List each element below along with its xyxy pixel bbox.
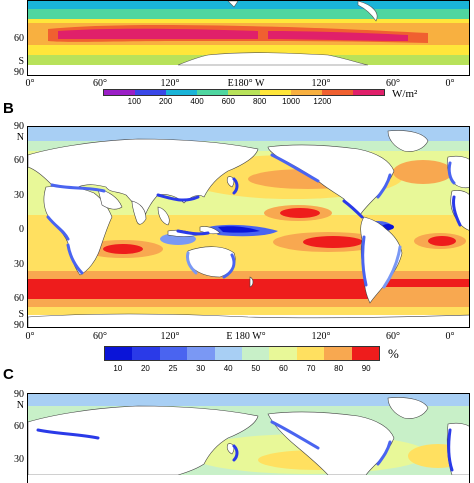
panel-b-letter: B (3, 100, 14, 117)
panel-b-colorbar (104, 346, 380, 361)
colorbar-swatch (352, 90, 384, 95)
colorbar-swatch (197, 90, 229, 95)
panel-b-lon-label: 120° (160, 331, 180, 342)
colorbar-swatch (321, 90, 353, 95)
panel-a-lon-label: 60° (93, 78, 107, 89)
panel-b-lat-label: 30 (14, 190, 24, 201)
panel-a-map (27, 0, 470, 76)
colorbar-swatch (228, 90, 260, 95)
panel-b-lat-label: 90 (14, 320, 24, 331)
panel-a-lon-label: 0° (445, 78, 455, 89)
colorbar-swatch (132, 347, 160, 360)
panel-c-lat-label: 60 (14, 421, 24, 432)
colorbar-tick-label: 60 (278, 364, 288, 373)
colorbar-swatch (104, 90, 136, 95)
panel-c-lat-label: 30 (14, 454, 24, 465)
panel-a-lat-label: 60 (14, 33, 24, 44)
panel-b-lat-label: 60 (14, 293, 24, 304)
panel-b-lon-label: 120° (311, 331, 331, 342)
panel-c-lat-label: 90 (14, 389, 24, 400)
colorbar-swatch (187, 347, 215, 360)
colorbar-tick-label: 25 (168, 364, 178, 373)
panel-a-lon-label: 0° (25, 78, 35, 89)
panel-b-lon-label: 0° (25, 331, 35, 342)
panel-b-lon-label: 60° (386, 331, 400, 342)
colorbar-tick-label: 70 (306, 364, 316, 373)
panel-b-lat-label: 0 (19, 224, 24, 235)
colorbar-swatch (296, 347, 325, 360)
colorbar-swatch (105, 347, 133, 360)
colorbar-tick-label: 1000 (282, 97, 300, 106)
colorbar-tick-label: 80 (334, 364, 344, 373)
panel-a-colorbar-unit: W/m² (392, 88, 418, 100)
colorbar-swatch (242, 347, 270, 360)
colorbar-swatch (159, 347, 188, 360)
colorbar-swatch (214, 347, 243, 360)
panel-c-lat-label: N (16, 400, 24, 411)
colorbar-swatch (324, 347, 352, 360)
panel-a-heatmap (28, 1, 469, 75)
colorbar-tick-label: 30 (196, 364, 206, 373)
panel-a-lon-label: 120° (160, 78, 180, 89)
panel-b-colorbar-unit: % (388, 346, 399, 361)
panel-b-lat-label: 90 (14, 121, 24, 132)
panel-b-lat-label: 30 (14, 259, 24, 270)
panel-b-lat-label: S (18, 309, 24, 320)
colorbar-swatch (135, 90, 167, 95)
colorbar-tick-label: 100 (127, 97, 141, 106)
panel-b-lat-label: N (16, 132, 24, 143)
colorbar-tick-label: 20 (140, 364, 150, 373)
panel-a-lat-label: S (18, 56, 24, 67)
colorbar-tick-label: 40 (223, 364, 233, 373)
panel-c-heatmap (28, 394, 469, 476)
panel-a-colorbar (103, 89, 385, 96)
colorbar-tick-label: 600 (221, 97, 235, 106)
colorbar-tick-label: 400 (190, 97, 204, 106)
colorbar-tick-label: 10 (113, 364, 123, 373)
colorbar-tick-label: 200 (158, 97, 173, 106)
panel-b-lon-label: E 180 W° (226, 331, 266, 342)
panel-b-map (27, 126, 470, 328)
colorbar-tick-label: 90 (361, 364, 371, 373)
colorbar-swatch (290, 90, 322, 95)
panel-b-heatmap (28, 127, 469, 327)
colorbar-tick-label: 50 (251, 364, 261, 373)
panel-a-lat-label: 90 (14, 67, 24, 78)
colorbar-swatch (166, 90, 198, 95)
panel-c-letter: C (3, 366, 14, 383)
panel-c-map (27, 393, 470, 483)
panel-a-lon-label: 120° (311, 78, 331, 89)
panel-b-lat-label: 60 (14, 155, 24, 166)
colorbar-swatch (269, 347, 297, 360)
colorbar-tick-label: 1200 (313, 97, 332, 106)
panel-b-lon-label: 0° (445, 331, 455, 342)
panel-a-lon-label: 60° (386, 78, 400, 89)
colorbar-swatch (351, 347, 380, 360)
panel-a-lon-label: E180° W (227, 78, 265, 89)
colorbar-tick-label: 800 (252, 97, 267, 106)
colorbar-swatch (259, 90, 291, 95)
panel-b-lon-label: 60° (93, 331, 107, 342)
